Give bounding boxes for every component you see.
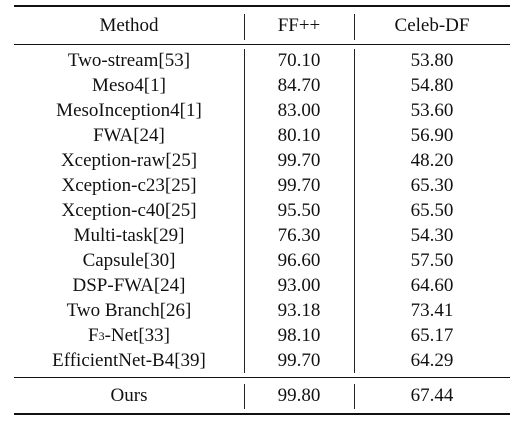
ffpp-cell: 84.70 — [277, 75, 321, 96]
ffpp-cell: 96.60 — [277, 250, 321, 271]
celebdf-cell: 53.80 — [410, 50, 454, 71]
celebdf-cell: 53.60 — [410, 100, 454, 121]
celebdf-cell: 64.29 — [410, 350, 454, 371]
method-cell: FWA[24] — [93, 125, 165, 146]
table-row: Xception-c23[25] 99.70 65.30 — [14, 174, 510, 198]
ffpp-cell: 93.00 — [277, 275, 321, 296]
table-row: EfficientNet-B4[39] 99.70 64.29 — [14, 349, 510, 373]
celebdf-cell: 67.44 — [410, 385, 454, 406]
header-divider-2 — [354, 14, 355, 40]
celebdf-cell: 56.90 — [410, 125, 454, 146]
header-method: Method — [99, 15, 159, 36]
ffpp-cell: 99.70 — [277, 150, 321, 171]
method-cell: F 3 -Net[33] — [88, 325, 170, 346]
header-celebdf: Celeb-DF — [394, 15, 470, 36]
table-row: Two-stream[53] 70.10 53.80 — [14, 49, 510, 73]
header-divider-1 — [244, 14, 245, 40]
celebdf-cell: 54.80 — [410, 75, 454, 96]
table-row: Meso4[1] 84.70 54.80 — [14, 74, 510, 98]
method-cell: Two-stream[53] — [67, 50, 191, 71]
body-divider-1 — [244, 49, 245, 373]
header-row: Method FF++ Celeb-DF — [14, 14, 510, 38]
ours-divider-2 — [354, 384, 355, 409]
celebdf-cell: 65.17 — [410, 325, 454, 346]
ours-separator-rule — [14, 377, 510, 378]
celebdf-cell: 57.50 — [410, 250, 454, 271]
header-rule — [14, 44, 510, 45]
ours-row: Ours 99.80 67.44 — [14, 384, 510, 408]
table-row: Two Branch[26] 93.18 73.41 — [14, 299, 510, 323]
ffpp-cell: 98.10 — [277, 325, 321, 346]
ffpp-cell: 95.50 — [277, 200, 321, 221]
method-cell: Capsule[30] — [82, 250, 176, 271]
method-cell: DSP-FWA[24] — [72, 275, 186, 296]
table-row: FWA[24] 80.10 56.90 — [14, 124, 510, 148]
ours-divider-1 — [244, 384, 245, 409]
table-row: DSP-FWA[24] 93.00 64.60 — [14, 274, 510, 298]
method-cell: Xception-c40[25] — [61, 200, 197, 221]
table-row: Multi-task[29] 76.30 54.30 — [14, 224, 510, 248]
method-cell: Xception-c23[25] — [61, 175, 197, 196]
ffpp-cell: 80.10 — [277, 125, 321, 146]
method-cell: Two Branch[26] — [66, 300, 192, 321]
table-row: Capsule[30] 96.60 57.50 — [14, 249, 510, 273]
celebdf-cell: 54.30 — [410, 225, 454, 246]
celebdf-cell: 64.60 — [410, 275, 454, 296]
header-ffpp: FF++ — [277, 15, 321, 36]
method-cell: Multi-task[29] — [73, 225, 185, 246]
celebdf-cell: 65.50 — [410, 200, 454, 221]
table-row: MesoInception4[1] 83.00 53.60 — [14, 99, 510, 123]
ffpp-cell: 99.70 — [277, 175, 321, 196]
bottom-rule — [14, 413, 510, 415]
ffpp-cell: 93.18 — [277, 300, 321, 321]
ffpp-cell: 83.00 — [277, 100, 321, 121]
top-rule — [14, 5, 510, 7]
celebdf-cell: 65.30 — [410, 175, 454, 196]
celebdf-cell: 73.41 — [410, 300, 454, 321]
ffpp-cell: 99.70 — [277, 350, 321, 371]
method-cell: MesoInception4[1] — [56, 100, 202, 121]
method-rest: -Net[33] — [104, 325, 170, 346]
method-cell: Meso4[1] — [92, 75, 166, 96]
ffpp-cell: 99.80 — [277, 385, 321, 406]
table-row: Xception-c40[25] 95.50 65.50 — [14, 199, 510, 223]
method-cell: Xception-raw[25] — [60, 150, 198, 171]
body-divider-2 — [354, 49, 355, 373]
ffpp-cell: 70.10 — [277, 50, 321, 71]
method-base: F — [88, 325, 99, 346]
method-cell: EfficientNet-B4[39] — [52, 350, 206, 371]
method-cell: Ours — [110, 385, 148, 406]
table-row: F 3 -Net[33] 98.10 65.17 — [14, 324, 510, 348]
celebdf-cell: 48.20 — [410, 150, 454, 171]
ffpp-cell: 76.30 — [277, 225, 321, 246]
table-row: Xception-raw[25] 99.70 48.20 — [14, 149, 510, 173]
